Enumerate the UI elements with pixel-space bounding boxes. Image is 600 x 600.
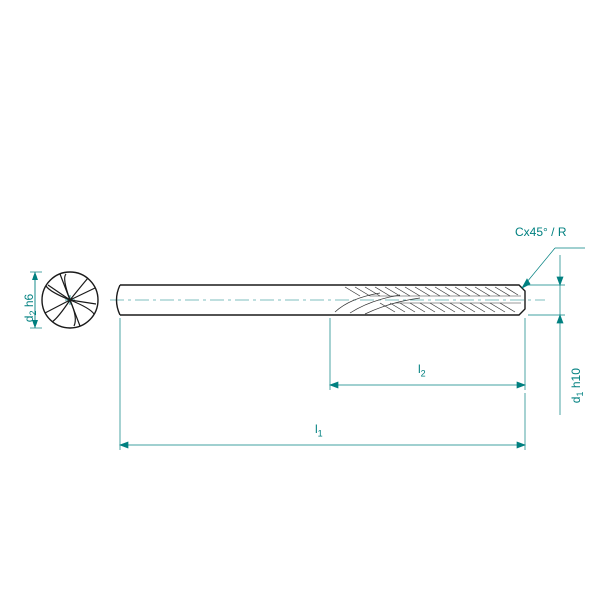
label-d1: d1 h10 [569, 353, 585, 403]
label-l2: l2 [418, 362, 426, 378]
chamfer-leader [522, 248, 585, 288]
label-d2: d2 h6 [22, 282, 38, 322]
dim-d1 [528, 255, 565, 415]
label-l1: l1 [315, 422, 323, 438]
technical-drawing-svg [0, 0, 600, 600]
side-view [110, 285, 545, 315]
label-chamfer: Cx45° / R [515, 225, 566, 239]
drawing-canvas: Cx45° / R l2 l1 d2 h6 d1 h10 [0, 0, 600, 600]
end-view [30, 272, 98, 328]
dim-l2 [330, 318, 525, 390]
